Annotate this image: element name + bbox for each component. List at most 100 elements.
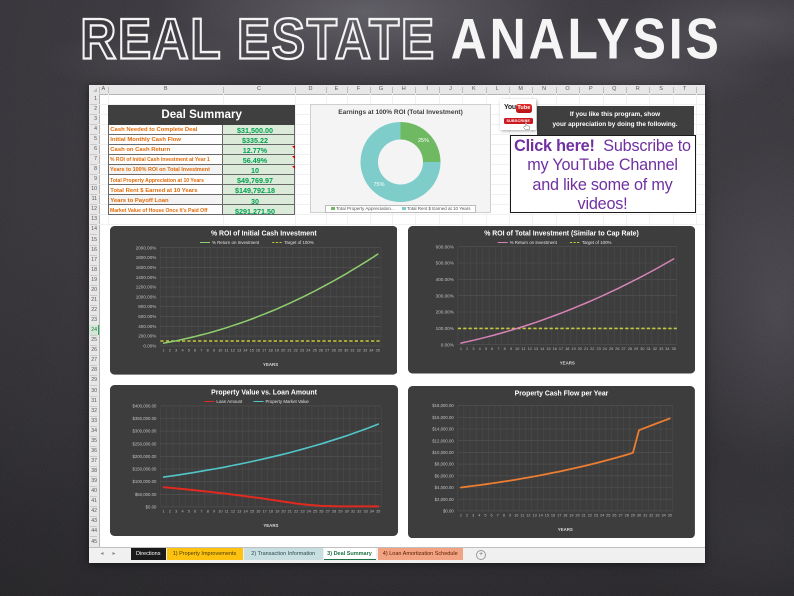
svg-text:23: 23 bbox=[300, 349, 304, 353]
svg-text:13: 13 bbox=[237, 509, 241, 513]
svg-text:30: 30 bbox=[344, 349, 348, 353]
svg-text:11: 11 bbox=[224, 349, 228, 353]
svg-text:30: 30 bbox=[640, 347, 644, 351]
svg-text:3: 3 bbox=[175, 509, 177, 513]
svg-text:10: 10 bbox=[218, 509, 222, 513]
svg-text:2000.00%: 2000.00% bbox=[135, 246, 156, 251]
svg-text:27: 27 bbox=[325, 509, 329, 513]
svg-text:$16,000.00: $16,000.00 bbox=[432, 415, 454, 420]
svg-text:17: 17 bbox=[557, 513, 561, 517]
svg-text:32: 32 bbox=[357, 509, 361, 513]
svg-text:23: 23 bbox=[300, 509, 304, 513]
svg-text:17: 17 bbox=[262, 509, 266, 513]
svg-text:28: 28 bbox=[331, 349, 335, 353]
svg-text:7: 7 bbox=[497, 513, 499, 517]
svg-text:15: 15 bbox=[547, 347, 551, 351]
svg-text:$50,000.00: $50,000.00 bbox=[134, 492, 156, 497]
svg-text:20: 20 bbox=[578, 347, 582, 351]
svg-text:$300,000.00: $300,000.00 bbox=[132, 429, 157, 434]
svg-text:7: 7 bbox=[200, 349, 202, 353]
svg-text:YEARS: YEARS bbox=[558, 527, 573, 532]
svg-text:Target of 100%: Target of 100% bbox=[284, 240, 314, 245]
svg-text:29: 29 bbox=[634, 347, 638, 351]
svg-text:9: 9 bbox=[510, 347, 512, 351]
svg-text:300.00%: 300.00% bbox=[436, 294, 454, 299]
svg-text:16: 16 bbox=[255, 349, 259, 353]
svg-text:Property Cash Flow per Year: Property Cash Flow per Year bbox=[515, 390, 609, 397]
svg-text:21: 21 bbox=[287, 509, 291, 513]
svg-text:24: 24 bbox=[603, 347, 607, 351]
svg-text:% ROI of Initial Cash Investme: % ROI of Initial Cash Investment bbox=[211, 231, 317, 238]
svg-text:25: 25 bbox=[606, 513, 610, 517]
svg-text:5: 5 bbox=[187, 509, 189, 513]
svg-text:12: 12 bbox=[230, 509, 234, 513]
svg-text:0.00%: 0.00% bbox=[441, 343, 454, 348]
svg-text:17: 17 bbox=[262, 349, 266, 353]
svg-text:16: 16 bbox=[553, 347, 557, 351]
svg-text:1800.00%: 1800.00% bbox=[135, 255, 156, 260]
svg-text:6: 6 bbox=[194, 509, 196, 513]
svg-text:% ROI of Total Investment (Sim: % ROI of Total Investment (Similar to Ca… bbox=[484, 231, 639, 238]
svg-text:9: 9 bbox=[213, 509, 215, 513]
svg-text:23: 23 bbox=[597, 347, 601, 351]
svg-text:13: 13 bbox=[533, 513, 537, 517]
svg-text:18: 18 bbox=[563, 513, 567, 517]
svg-text:100.00%: 100.00% bbox=[436, 326, 454, 331]
svg-text:25%: 25% bbox=[418, 138, 429, 144]
svg-text:33: 33 bbox=[363, 349, 367, 353]
svg-text:2: 2 bbox=[466, 513, 468, 517]
svg-text:12: 12 bbox=[230, 349, 234, 353]
svg-text:YEARS: YEARS bbox=[263, 523, 278, 528]
svg-text:26: 26 bbox=[612, 513, 616, 517]
svg-text:12: 12 bbox=[526, 513, 530, 517]
svg-text:8: 8 bbox=[503, 513, 505, 517]
svg-text:$250,000.00: $250,000.00 bbox=[132, 441, 157, 446]
svg-text:1: 1 bbox=[162, 349, 164, 353]
svg-text:18: 18 bbox=[268, 349, 272, 353]
svg-text:14: 14 bbox=[243, 509, 247, 513]
svg-text:28: 28 bbox=[331, 509, 335, 513]
svg-text:1200.00%: 1200.00% bbox=[135, 285, 156, 290]
svg-text:$100,000.00: $100,000.00 bbox=[132, 479, 157, 484]
svg-text:$10,000.00: $10,000.00 bbox=[432, 450, 454, 455]
svg-text:26: 26 bbox=[318, 349, 322, 353]
svg-text:24: 24 bbox=[306, 349, 310, 353]
svg-text:19: 19 bbox=[572, 347, 576, 351]
svg-text:18: 18 bbox=[565, 347, 569, 351]
svg-text:21: 21 bbox=[287, 349, 291, 353]
svg-text:22: 22 bbox=[294, 509, 298, 513]
svg-text:1: 1 bbox=[460, 513, 462, 517]
svg-text:34: 34 bbox=[369, 349, 373, 353]
svg-text:5: 5 bbox=[485, 513, 487, 517]
svg-text:4: 4 bbox=[478, 513, 480, 517]
svg-text:27: 27 bbox=[619, 513, 623, 517]
svg-text:28: 28 bbox=[628, 347, 632, 351]
svg-text:$0.00: $0.00 bbox=[145, 505, 156, 510]
svg-text:21: 21 bbox=[582, 513, 586, 517]
svg-text:% Return on Investment: % Return on Investment bbox=[510, 240, 558, 245]
svg-text:22: 22 bbox=[293, 349, 297, 353]
svg-text:24: 24 bbox=[600, 513, 604, 517]
svg-text:10: 10 bbox=[515, 347, 519, 351]
svg-text:YEARS: YEARS bbox=[560, 361, 575, 366]
svg-text:Property Value vs. Loan Amount: Property Value vs. Loan Amount bbox=[211, 390, 318, 397]
svg-text:% Return on Investment: % Return on Investment bbox=[212, 240, 260, 245]
svg-text:15: 15 bbox=[545, 513, 549, 517]
svg-text:34: 34 bbox=[369, 509, 373, 513]
svg-text:31: 31 bbox=[350, 509, 354, 513]
svg-text:25: 25 bbox=[313, 509, 317, 513]
svg-text:11: 11 bbox=[522, 347, 526, 351]
svg-text:Property Market Value: Property Market Value bbox=[265, 399, 309, 404]
svg-text:15: 15 bbox=[249, 349, 253, 353]
svg-text:$350,000.00: $350,000.00 bbox=[132, 416, 157, 421]
svg-text:10: 10 bbox=[514, 513, 518, 517]
svg-text:35: 35 bbox=[376, 509, 380, 513]
svg-text:0.00%: 0.00% bbox=[143, 344, 156, 349]
svg-text:7: 7 bbox=[200, 509, 202, 513]
svg-text:12: 12 bbox=[528, 347, 532, 351]
svg-text:4: 4 bbox=[181, 509, 183, 513]
svg-text:7: 7 bbox=[498, 347, 500, 351]
svg-text:19: 19 bbox=[569, 513, 573, 517]
svg-text:200.00%: 200.00% bbox=[436, 310, 454, 315]
svg-text:29: 29 bbox=[338, 509, 342, 513]
